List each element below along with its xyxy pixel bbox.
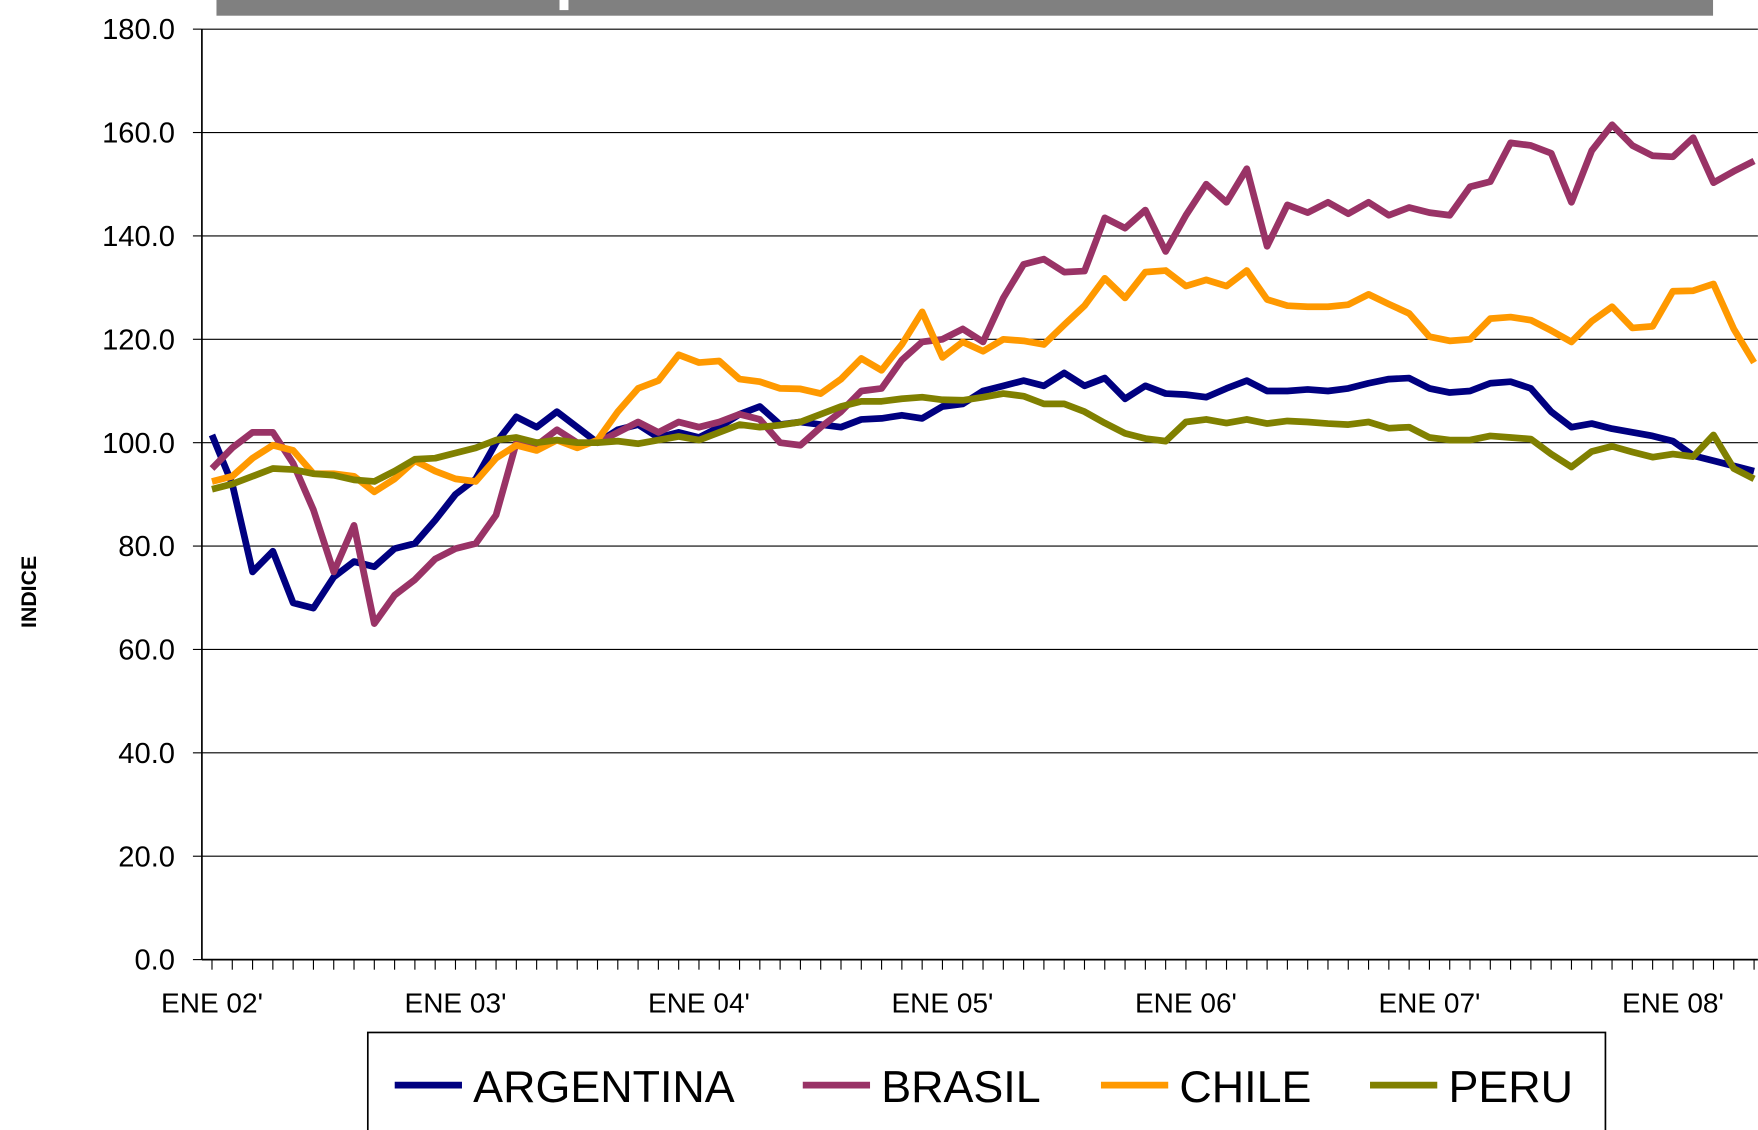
- y-tick-label: 80.0: [118, 531, 175, 563]
- y-tick-label: 100.0: [102, 428, 175, 460]
- title-bar-mark: [559, 0, 569, 11]
- x-tick-label: ENE 02': [161, 987, 263, 1018]
- y-tick-label: 40.0: [118, 738, 175, 770]
- y-tick-label: 160.0: [102, 118, 175, 150]
- series-line: [211, 267, 1757, 496]
- x-tick-label: ENE 06': [1135, 987, 1237, 1018]
- x-tick-label: ENE 03': [405, 987, 507, 1018]
- y-tick-label: 140.0: [102, 221, 175, 253]
- y-tick-label: 60.0: [118, 635, 175, 667]
- legend-label: ARGENTINA: [473, 1061, 735, 1112]
- legend-label: PERU: [1448, 1061, 1573, 1112]
- x-tick-label: ENE 04': [648, 987, 750, 1018]
- y-tick-label: 120.0: [102, 324, 175, 356]
- x-tick-label: ENE 07': [1378, 987, 1480, 1018]
- series-line: [209, 121, 1756, 627]
- title-bar: [216, 0, 1714, 16]
- series-line: [211, 390, 1756, 493]
- y-tick-label: 180.0: [102, 14, 175, 46]
- legend-box: [366, 1031, 1607, 1130]
- legend-label: CHILE: [1179, 1061, 1311, 1112]
- y-tick-label: 0.0: [134, 945, 175, 977]
- series-line: [208, 369, 1755, 612]
- x-tick-label: ENE 05': [891, 987, 993, 1018]
- legend-label: BRASIL: [881, 1061, 1040, 1112]
- x-tick-label: ENE 08': [1622, 987, 1724, 1018]
- y-tick-label: 20.0: [118, 841, 175, 873]
- y-axis-label: INDICE: [17, 556, 41, 628]
